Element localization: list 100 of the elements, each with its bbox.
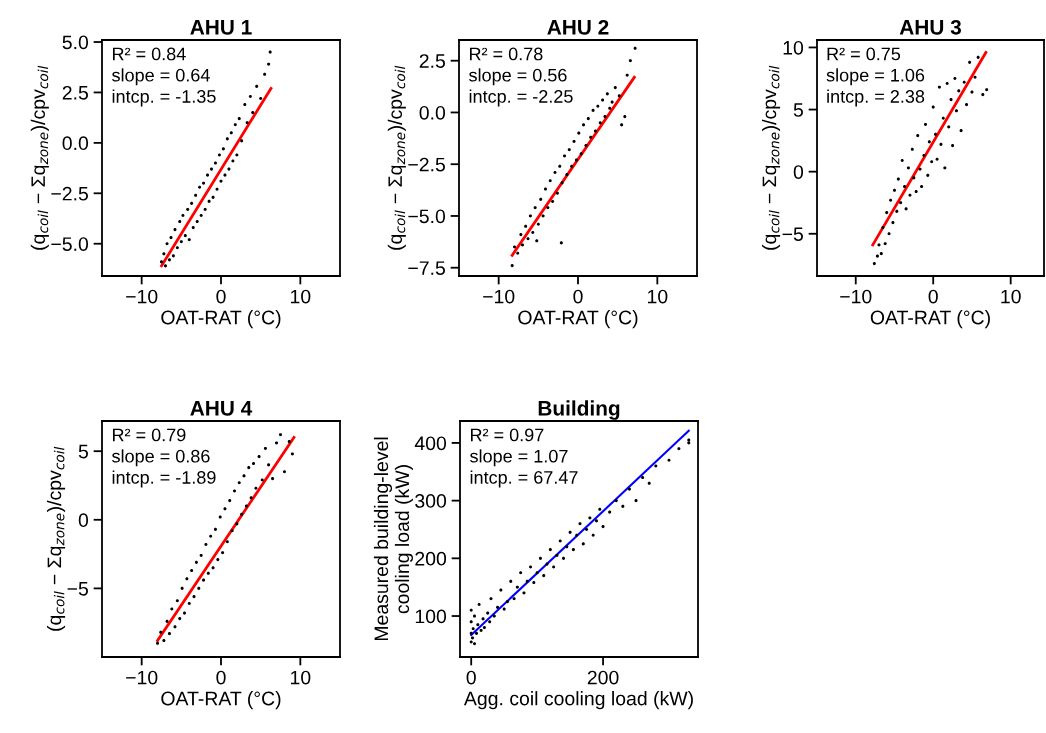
annotation: slope = 0.86	[112, 449, 210, 467]
point	[186, 207, 190, 211]
point	[159, 630, 163, 634]
point	[548, 179, 552, 183]
point	[263, 72, 267, 76]
point	[271, 477, 275, 481]
x-tick-label: 10	[291, 670, 311, 685]
y-tick-label: −5	[67, 582, 88, 596]
y-tick-label: 400	[414, 436, 447, 451]
x-tick-label: 10	[648, 289, 668, 304]
x-tick-label: 0	[928, 289, 938, 304]
point	[910, 147, 914, 151]
x-axis-title: OAT-RAT (°C)	[870, 310, 990, 329]
point	[930, 160, 934, 164]
point	[229, 131, 233, 135]
point	[175, 599, 179, 603]
point	[251, 461, 256, 466]
point	[558, 164, 562, 168]
y-axis-title: (q$_{coil}$ − Σq$_{zone}$)/cpv$_{coil}$	[761, 65, 781, 250]
annotation: R² = 0.75	[827, 47, 901, 61]
y-tick-label: 10	[783, 40, 804, 55]
chart-title: AHU 4	[190, 401, 253, 416]
y-tick-label: 5.0	[62, 35, 89, 50]
point	[263, 446, 267, 450]
annotation: intcp. = -1.35	[112, 89, 216, 107]
y-tick-label: −5.0	[408, 209, 446, 224]
annotation: slope = 0.64	[112, 68, 210, 86]
point	[162, 252, 166, 256]
point	[872, 262, 876, 266]
annotation: intcp. = -1.89	[112, 470, 216, 488]
point	[610, 100, 614, 104]
x-axis-title: OAT-RAT (°C)	[161, 691, 281, 710]
annotation: slope = 1.07	[470, 449, 568, 467]
chart-title: AHU 3	[899, 19, 961, 35]
annotation: R² = 0.97	[471, 428, 544, 442]
y-tick-label: −2.5	[51, 186, 88, 201]
point	[567, 148, 571, 152]
point	[179, 240, 183, 244]
y-tick-label: −2.5	[408, 157, 445, 172]
x-tick-label: −10	[483, 289, 515, 304]
point	[902, 185, 907, 189]
y-axis-title: (q$_{coil}$ − Σq$_{zone}$)/cpv$_{coil}$	[46, 446, 66, 631]
y-tick-label: 0.0	[62, 136, 89, 151]
point	[192, 595, 196, 599]
point	[962, 80, 966, 84]
point	[248, 94, 252, 99]
point	[920, 185, 924, 189]
point	[553, 170, 557, 175]
point	[206, 571, 210, 575]
point	[190, 201, 194, 205]
y-tick-label: −5	[782, 227, 803, 242]
point	[579, 152, 583, 156]
point	[964, 103, 969, 107]
point	[933, 132, 938, 136]
point	[251, 111, 255, 115]
point	[526, 237, 530, 241]
y-tick-label: 100	[415, 609, 447, 624]
y-tick-label: 0.0	[419, 105, 446, 120]
point	[601, 98, 605, 102]
x-tick-label: 10	[291, 289, 311, 304]
point	[941, 116, 945, 120]
point	[221, 551, 225, 555]
point	[572, 139, 576, 143]
point	[539, 197, 543, 201]
y-axis-title: Measured building-level cooling load (kW)	[373, 437, 413, 641]
point	[235, 522, 239, 526]
point	[596, 104, 600, 108]
x-axis-title: OAT-RAT (°C)	[518, 310, 638, 329]
point	[879, 252, 883, 256]
annotation: slope = 1.06	[826, 68, 925, 86]
point	[183, 234, 187, 238]
point	[194, 560, 198, 564]
chart-title: Building	[538, 400, 620, 420]
point	[949, 98, 953, 102]
point	[187, 238, 191, 242]
x-axis-title: OAT-RAT (°C)	[161, 310, 281, 329]
y-tick-label: 200	[415, 551, 447, 566]
point	[524, 224, 528, 228]
annotation: intcp. = 67.47	[470, 470, 578, 488]
point	[628, 59, 632, 63]
y-axis-title: (q$_{coil}$ − Σq$_{zone}$)/cpv$_{coil}$	[30, 65, 49, 250]
point	[194, 193, 198, 197]
x-tick-label: 0	[216, 289, 226, 304]
point	[516, 251, 520, 255]
point	[259, 96, 263, 101]
point	[899, 201, 903, 205]
x-tick-label: −10	[126, 289, 158, 304]
point	[240, 512, 244, 516]
point	[237, 481, 241, 485]
point	[190, 569, 194, 573]
point	[551, 199, 555, 204]
point	[570, 164, 574, 168]
point	[225, 540, 229, 544]
point	[625, 73, 629, 77]
point	[912, 176, 916, 180]
point	[512, 245, 517, 249]
annotation: R² = 0.78	[470, 47, 543, 61]
point	[169, 236, 173, 240]
y-tick-label: 2.5	[62, 85, 88, 100]
point	[173, 228, 177, 232]
